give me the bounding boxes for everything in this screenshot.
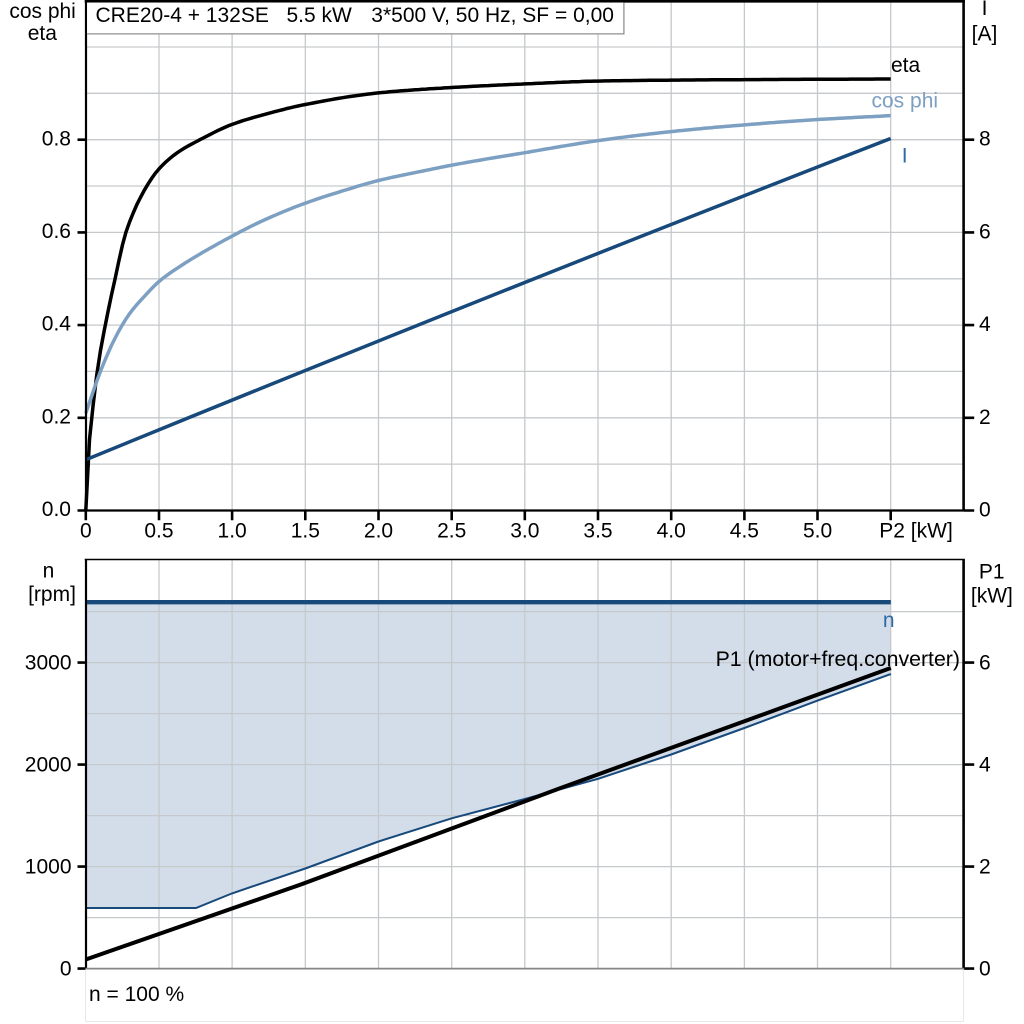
svg-text:[A]: [A] — [972, 23, 998, 46]
svg-text:1.5: 1.5 — [291, 520, 320, 543]
svg-text:0: 0 — [979, 958, 991, 981]
svg-text:0.5: 0.5 — [144, 520, 173, 543]
svg-text:4: 4 — [979, 313, 991, 336]
svg-text:CRE20-4 + 132SE: CRE20-4 + 132SE — [96, 4, 269, 27]
svg-text:0.8: 0.8 — [42, 127, 71, 150]
svg-text:cos phi: cos phi — [9, 0, 76, 23]
svg-text:1.0: 1.0 — [218, 520, 247, 543]
svg-text:[kW]: [kW] — [971, 585, 1013, 608]
svg-text:eta: eta — [28, 22, 58, 45]
svg-text:3*500 V, 50 Hz, SF = 0,00: 3*500 V, 50 Hz, SF = 0,00 — [371, 4, 614, 27]
svg-text:P2 [kW]: P2 [kW] — [879, 520, 953, 543]
svg-text:8: 8 — [979, 128, 991, 151]
svg-text:2000: 2000 — [25, 754, 72, 777]
svg-text:6: 6 — [979, 220, 991, 243]
svg-text:0.6: 0.6 — [42, 220, 71, 243]
svg-text:0: 0 — [979, 499, 991, 522]
svg-text:n: n — [883, 609, 895, 632]
svg-text:4: 4 — [979, 754, 991, 777]
svg-text:1000: 1000 — [25, 856, 72, 879]
svg-text:4.5: 4.5 — [730, 520, 759, 543]
svg-text:eta: eta — [891, 54, 921, 77]
svg-text:3.5: 3.5 — [583, 520, 612, 543]
svg-text:0.2: 0.2 — [42, 405, 71, 428]
svg-text:0.0: 0.0 — [42, 498, 71, 521]
svg-text:5.5 kW: 5.5 kW — [287, 4, 353, 27]
svg-text:I: I — [982, 0, 988, 20]
svg-text:0: 0 — [80, 520, 92, 543]
svg-text:6: 6 — [979, 652, 991, 675]
svg-text:0: 0 — [60, 958, 72, 981]
svg-text:n: n — [43, 559, 55, 582]
svg-text:[rpm]: [rpm] — [28, 583, 76, 606]
svg-text:3.0: 3.0 — [510, 520, 539, 543]
svg-text:P1: P1 — [979, 561, 1005, 584]
svg-text:0.4: 0.4 — [42, 313, 72, 336]
svg-text:2: 2 — [979, 856, 991, 879]
svg-text:2.5: 2.5 — [437, 520, 466, 543]
svg-text:3000: 3000 — [25, 652, 72, 675]
svg-text:5.0: 5.0 — [803, 520, 832, 543]
svg-text:P1 (motor+freq.converter): P1 (motor+freq.converter) — [716, 647, 960, 671]
svg-text:2.0: 2.0 — [364, 520, 393, 543]
svg-text:I: I — [902, 144, 908, 167]
svg-text:cos phi: cos phi — [872, 90, 939, 113]
svg-text:2: 2 — [979, 406, 991, 429]
svg-text:4.0: 4.0 — [657, 520, 686, 543]
svg-text:n = 100 %: n = 100 % — [89, 983, 184, 1006]
